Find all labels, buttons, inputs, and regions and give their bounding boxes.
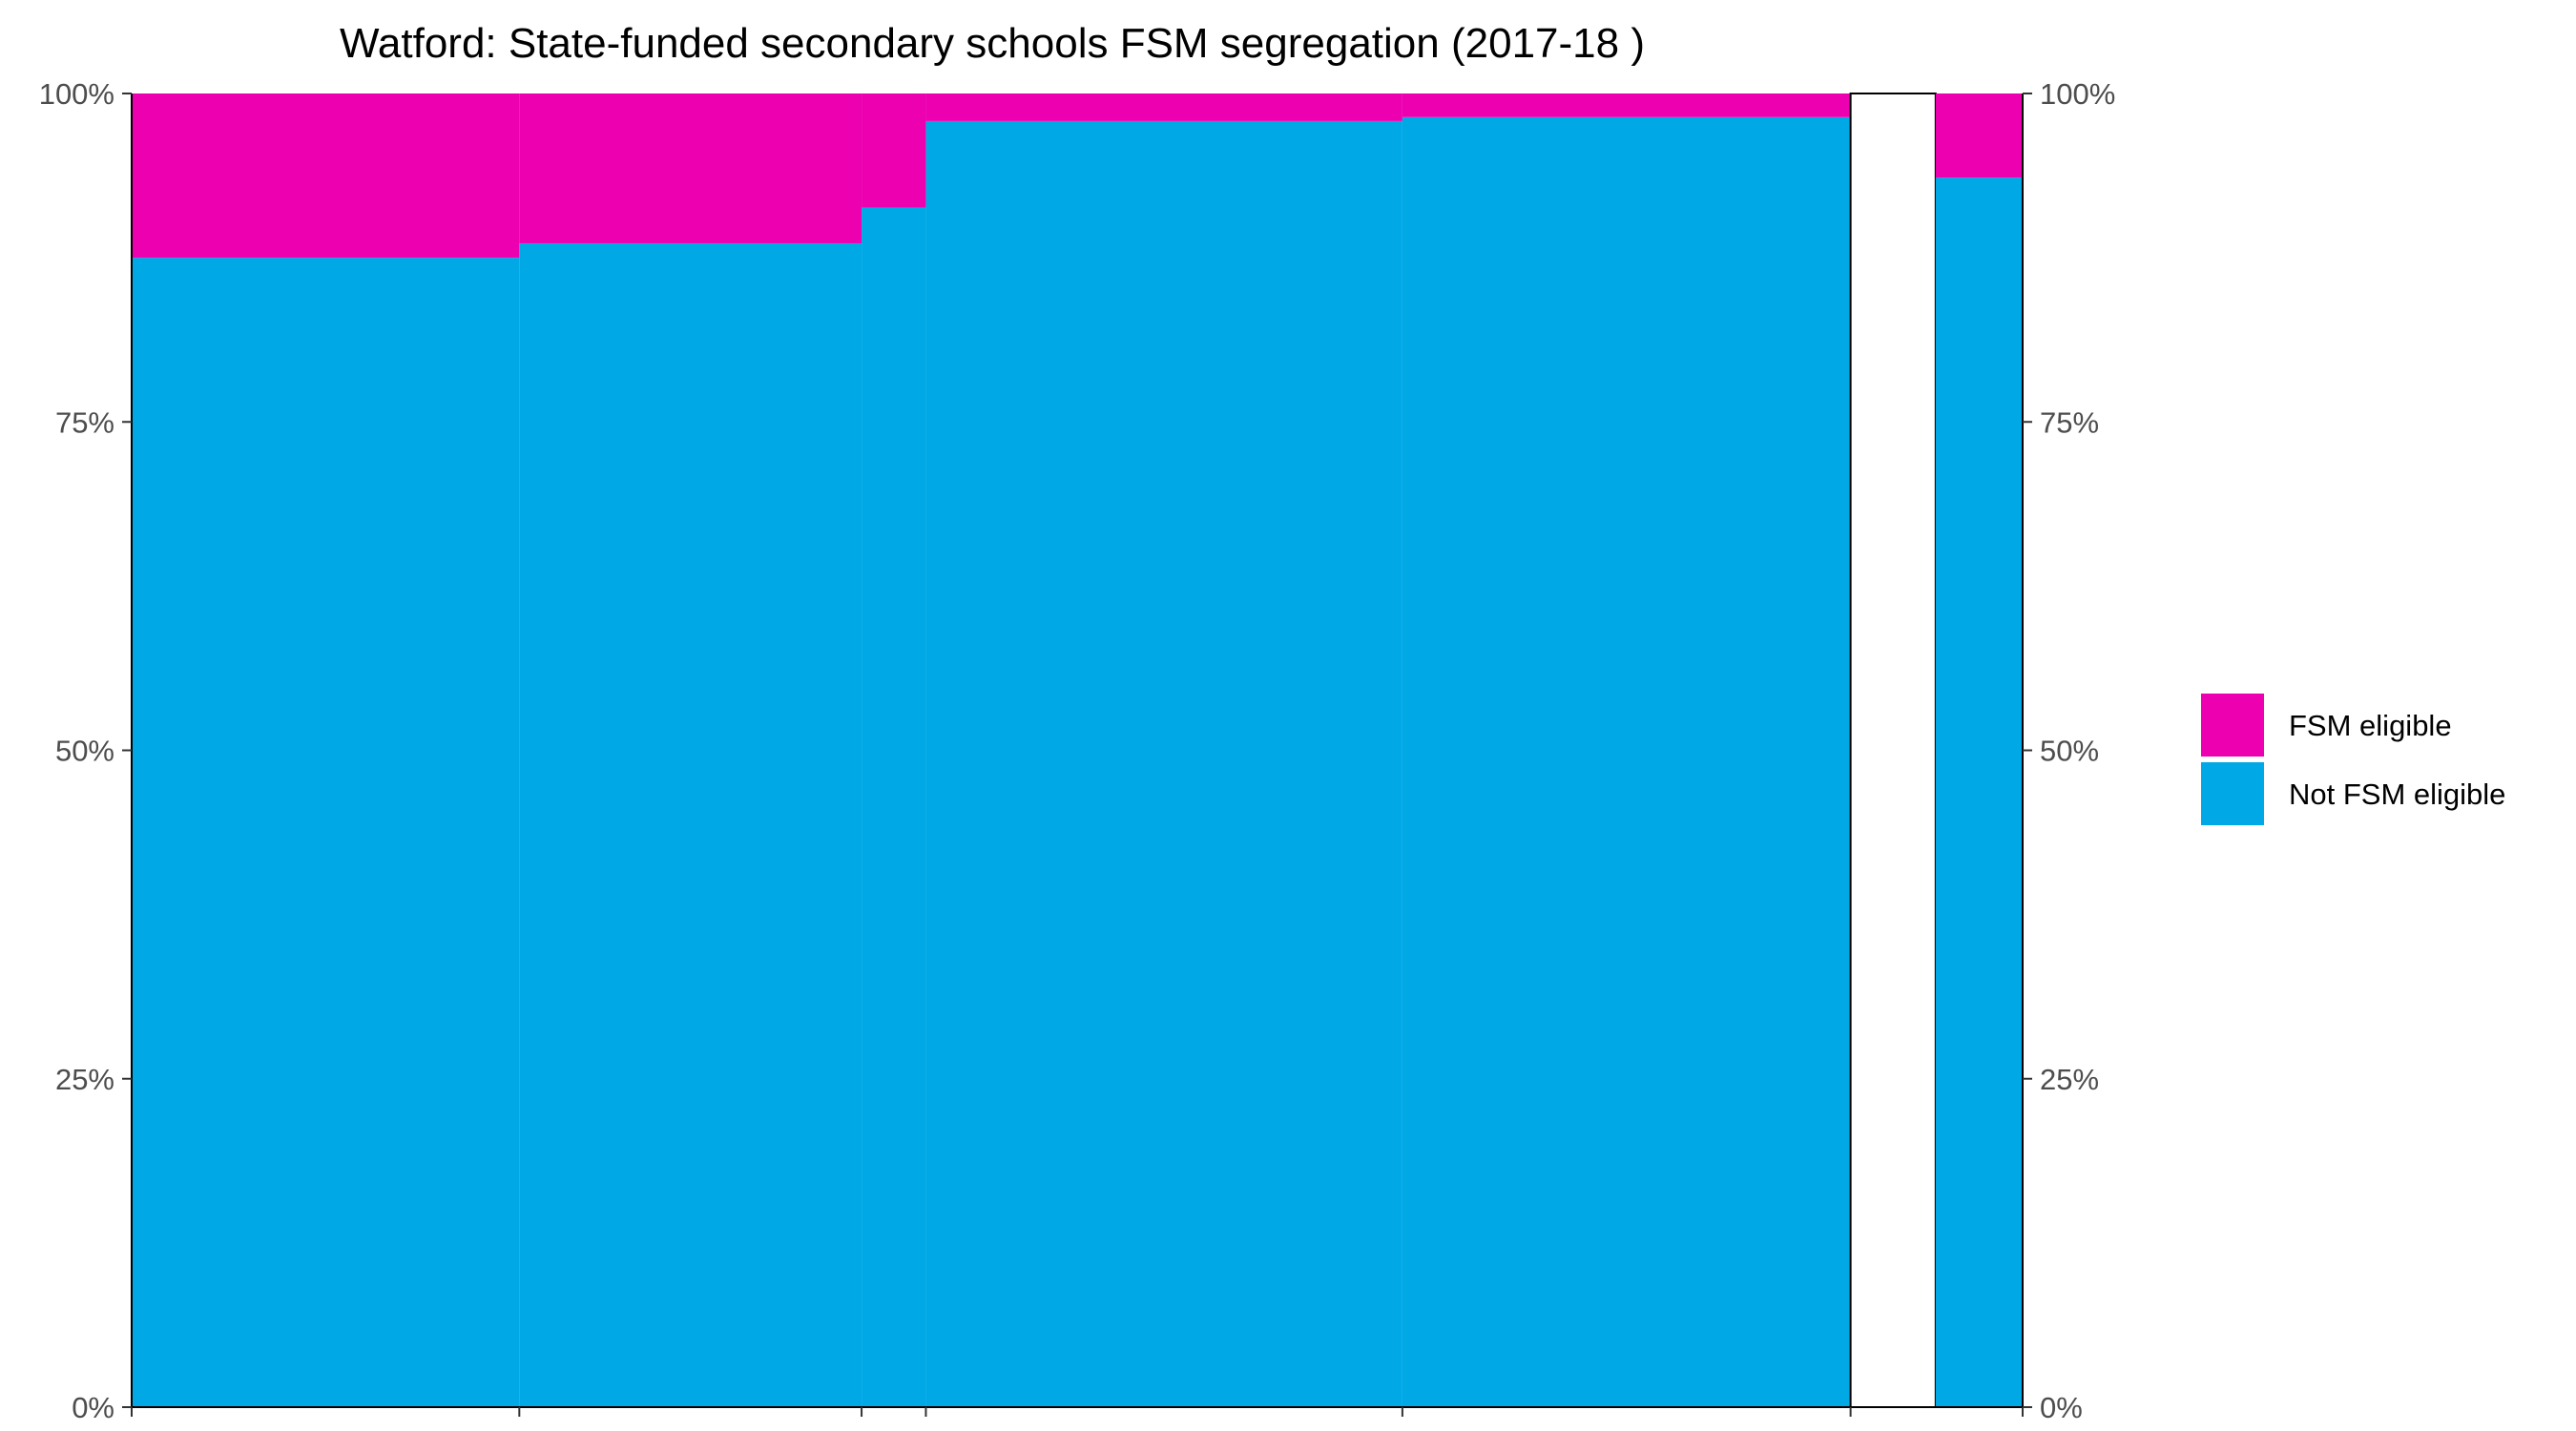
left-y-tick-label: 50% <box>55 735 114 768</box>
segment-4-fsm <box>925 93 1402 121</box>
segment-6-empty <box>1849 93 1937 1408</box>
segment-3-fsm <box>862 93 926 208</box>
right-y-tick-label: 0% <box>2040 1391 2083 1424</box>
segment-7-fsm <box>1935 93 2023 178</box>
left-y-tick-label: 0% <box>72 1391 114 1424</box>
plot-bars <box>132 93 2023 1408</box>
right-y-tick-label: 50% <box>2040 735 2099 768</box>
chart-axes: 0% 0% 25% 25% 50% 50% 75% 75% 100% 100% <box>39 77 2116 1424</box>
segment-5-fsm <box>1402 93 1851 117</box>
left-y-tick-label: 75% <box>55 405 114 439</box>
right-y-tick-label: 100% <box>2040 77 2115 111</box>
segment-2-fsm <box>519 93 862 243</box>
segment-3-not-fsm <box>862 207 926 1408</box>
segment-4-not-fsm <box>925 120 1402 1408</box>
segment-1-not-fsm <box>132 258 520 1407</box>
segment-2-not-fsm <box>519 242 862 1407</box>
legend-swatch-not-fsm <box>2201 762 2264 825</box>
legend-label-fsm: FSM eligible <box>2289 709 2452 742</box>
segment-5-not-fsm <box>1402 116 1851 1407</box>
legend-label-not-fsm: Not FSM eligible <box>2289 778 2505 811</box>
left-y-tick-label: 25% <box>55 1063 114 1096</box>
right-y-tick-label: 75% <box>2040 405 2099 439</box>
chart-title: Watford: State-funded secondary schools … <box>340 20 1645 67</box>
right-y-tick-label: 25% <box>2040 1063 2099 1096</box>
segment-7-not-fsm <box>1935 177 2023 1407</box>
legend-swatch-fsm <box>2201 694 2264 757</box>
chart-legend: FSM eligible Not FSM eligible <box>2201 694 2505 825</box>
segment-1-fsm <box>132 93 520 259</box>
left-y-tick-label: 100% <box>39 77 114 111</box>
